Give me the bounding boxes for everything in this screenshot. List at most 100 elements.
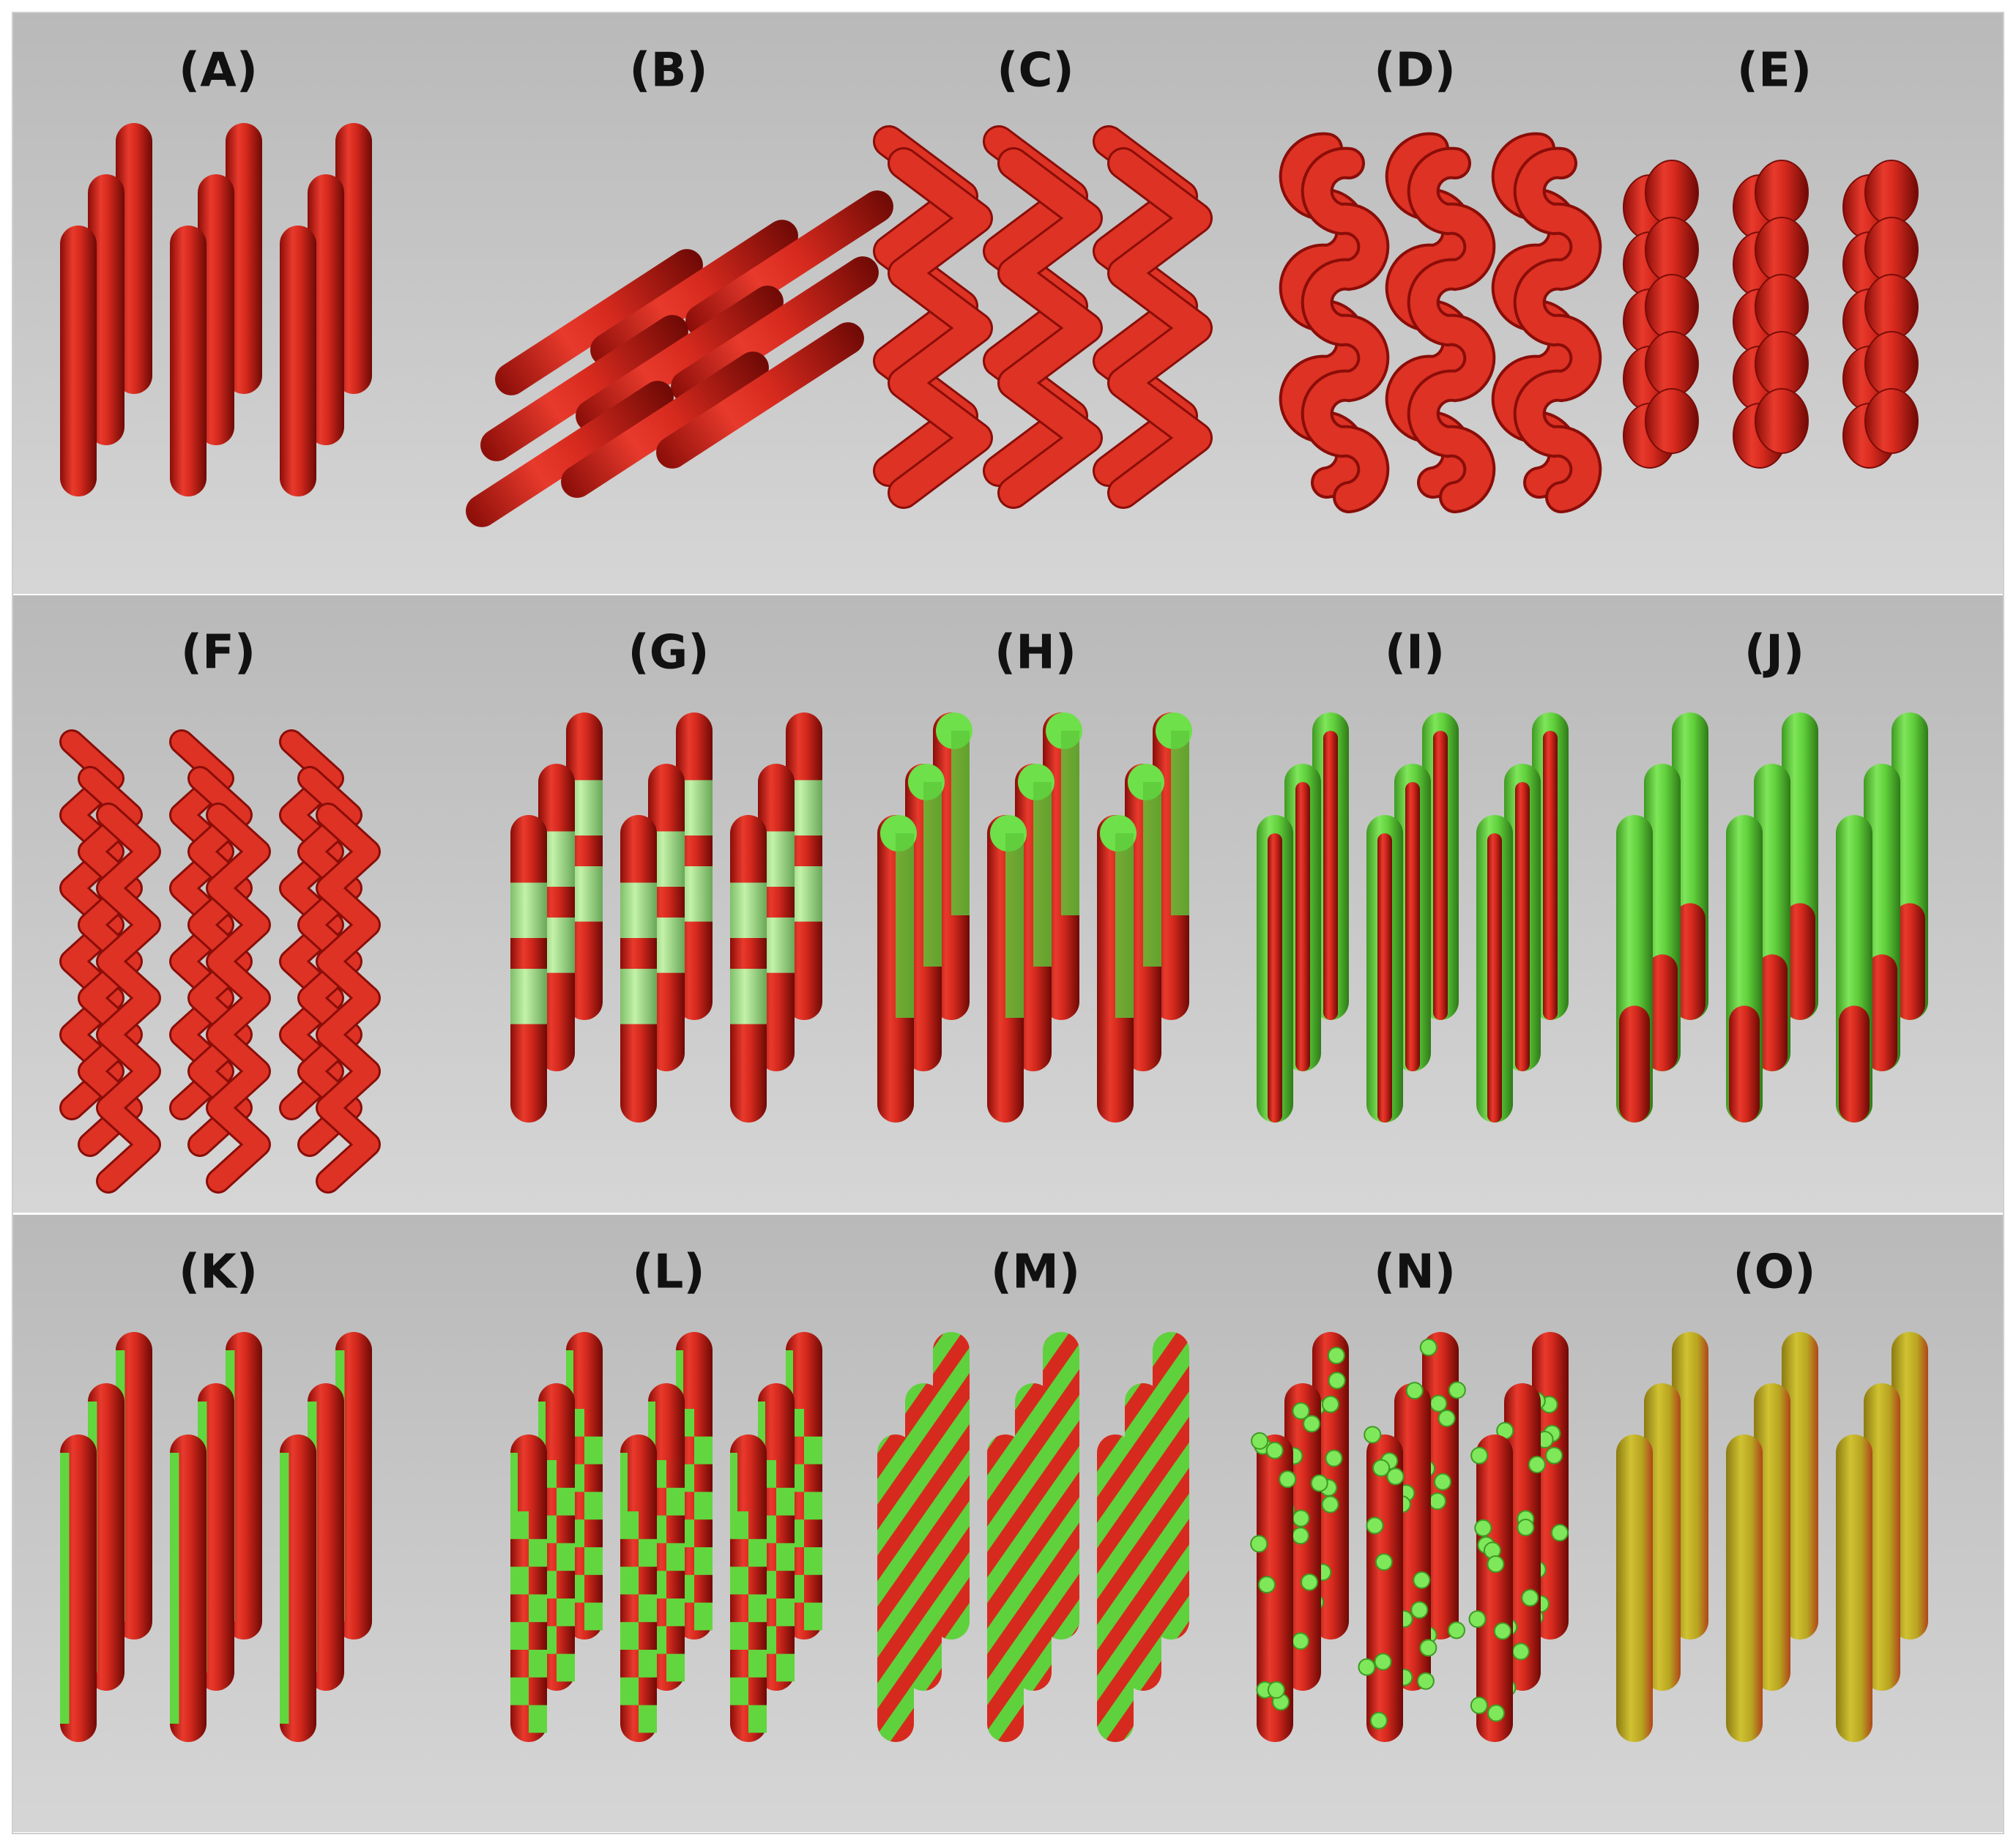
- helix: [1109, 149, 1210, 507]
- panel: (C): [873, 44, 1213, 509]
- dot: [1386, 1467, 1405, 1486]
- rod: [116, 123, 152, 394]
- panel-label: (K): [179, 1246, 258, 1300]
- stripe: [676, 1350, 683, 1427]
- dot: [1428, 1492, 1446, 1511]
- check: [620, 1566, 639, 1595]
- dot: [1437, 1409, 1456, 1427]
- stripe: [730, 1453, 737, 1530]
- check: [804, 1602, 822, 1631]
- check: [529, 1705, 547, 1733]
- bead: [1645, 331, 1699, 397]
- check: [748, 1650, 767, 1678]
- rod: [1097, 1434, 1134, 1742]
- check: [510, 1677, 529, 1705]
- dot: [1303, 1415, 1321, 1433]
- panel-label: (M): [991, 1246, 1080, 1300]
- bead: [1864, 217, 1919, 283]
- panel: (I): [1257, 626, 1569, 1123]
- dot: [1434, 1473, 1452, 1491]
- band: [730, 882, 767, 938]
- lower: [1675, 903, 1706, 1020]
- panel-label: (E): [1737, 44, 1812, 98]
- rod: [576, 286, 784, 432]
- rod: [1644, 1383, 1681, 1691]
- dot: [1410, 1601, 1429, 1619]
- rod: [561, 351, 769, 498]
- check: [666, 1487, 685, 1516]
- rod: [987, 1434, 1024, 1742]
- check: [639, 1538, 657, 1567]
- bead: [1755, 274, 1809, 340]
- stripe: [1377, 833, 1392, 1123]
- helix: [1410, 149, 1493, 510]
- panel-label: (J): [1744, 626, 1804, 680]
- lower: [1619, 1005, 1650, 1123]
- rod: [671, 256, 879, 403]
- panel-label: (F): [181, 626, 256, 680]
- dot: [1364, 1426, 1382, 1444]
- tip-edge: [1115, 833, 1134, 1018]
- rod: [335, 123, 372, 394]
- rod: [1153, 1332, 1189, 1640]
- panel: (D): [1279, 44, 1602, 513]
- check: [529, 1594, 547, 1623]
- check: [748, 1705, 767, 1733]
- check: [730, 1622, 748, 1650]
- stripe: [1405, 782, 1420, 1071]
- stripe: [1487, 833, 1502, 1123]
- tip-edge: [1171, 731, 1189, 915]
- rod: [1892, 1332, 1928, 1640]
- dot: [1321, 1495, 1339, 1514]
- check: [748, 1538, 767, 1567]
- dot: [1474, 1519, 1492, 1537]
- rod: [60, 226, 97, 496]
- dot: [1375, 1553, 1393, 1571]
- panel-label: (D): [1374, 44, 1456, 98]
- check: [666, 1653, 685, 1682]
- helix: [300, 768, 360, 1155]
- rod: [933, 1332, 970, 1640]
- dot: [1257, 1576, 1276, 1594]
- dot: [1310, 1474, 1328, 1492]
- rod: [1754, 1383, 1790, 1691]
- stripe: [1543, 731, 1558, 1020]
- bead: [1755, 160, 1809, 226]
- panel: (K): [60, 1246, 372, 1742]
- panel-label: (A): [179, 44, 258, 98]
- rod: [1836, 1434, 1872, 1742]
- rod: [280, 226, 316, 496]
- dot: [1470, 1697, 1488, 1715]
- band: [510, 882, 547, 938]
- panel-label: (N): [1374, 1246, 1456, 1300]
- stripe: [648, 1402, 655, 1478]
- dot: [1521, 1589, 1539, 1607]
- check: [639, 1705, 657, 1733]
- panel: (L): [510, 1246, 822, 1742]
- check: [557, 1598, 575, 1626]
- panel-label: (H): [994, 626, 1076, 680]
- lower: [1647, 954, 1678, 1071]
- dot: [1550, 1524, 1569, 1542]
- helix: [1303, 149, 1387, 510]
- bead: [1645, 160, 1699, 226]
- bead: [1755, 331, 1809, 397]
- dot: [1468, 1610, 1487, 1629]
- check: [730, 1566, 748, 1595]
- panel-label: (I): [1385, 626, 1445, 680]
- stripe: [280, 1453, 289, 1724]
- stripe: [60, 1453, 70, 1724]
- dot: [1292, 1509, 1310, 1527]
- dot: [1419, 1639, 1437, 1657]
- rod: [480, 315, 688, 461]
- check: [557, 1543, 575, 1571]
- bead: [1755, 217, 1809, 283]
- lower: [1729, 1005, 1760, 1123]
- dot: [1528, 1456, 1546, 1474]
- rod: [1782, 1332, 1818, 1640]
- panel: (G): [510, 626, 822, 1123]
- tip-edge: [923, 782, 942, 967]
- rod: [877, 1434, 914, 1742]
- check: [694, 1602, 713, 1631]
